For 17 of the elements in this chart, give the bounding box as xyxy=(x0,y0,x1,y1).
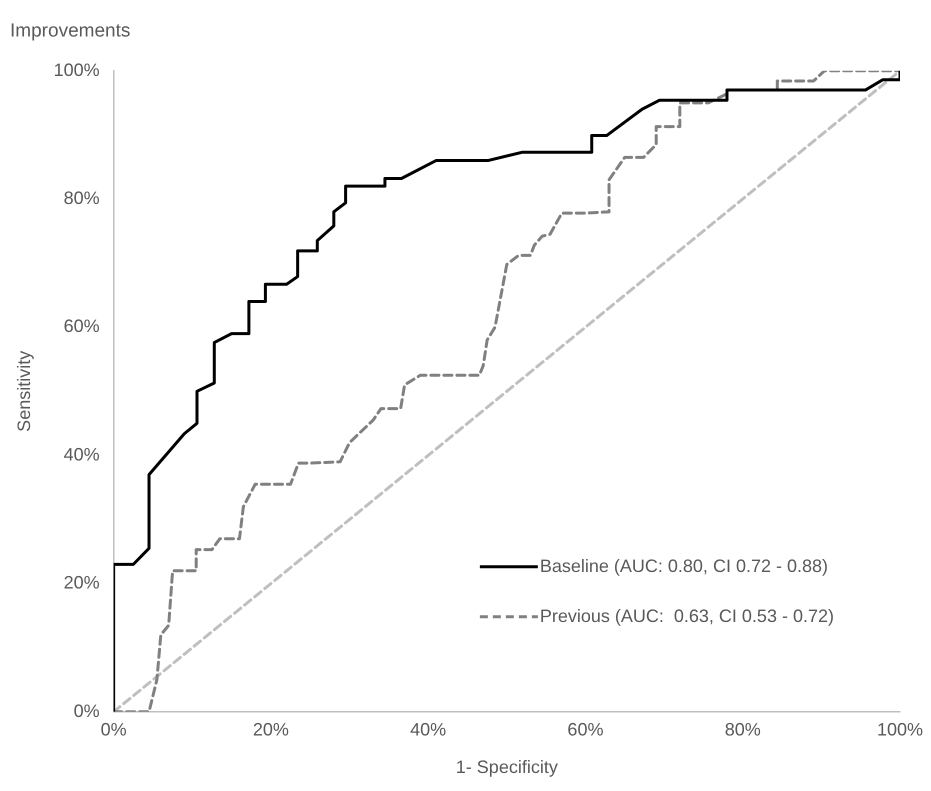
x-tick-label: 0% xyxy=(100,720,127,740)
x-axis-title: 1- Specificity xyxy=(456,757,558,778)
x-tick-label: 80% xyxy=(724,720,761,740)
y-tick-label: 100% xyxy=(54,60,100,80)
x-tick-label: 20% xyxy=(252,720,289,740)
y-tick-label: 60% xyxy=(64,316,100,336)
legend-label: Previous (AUC: 0.63, CI 0.53 - 0.72) xyxy=(540,606,834,626)
y-axis-title: Sensitivity xyxy=(14,350,34,432)
chart-title: Improvements xyxy=(10,20,130,42)
x-tick-label: 60% xyxy=(567,720,604,740)
legend-label: Baseline (AUC: 0.80, CI 0.72 - 0.88) xyxy=(540,556,828,576)
y-tick-label: 20% xyxy=(64,572,100,593)
y-tick-label: 40% xyxy=(64,444,100,464)
y-tick-label: 0% xyxy=(74,700,100,721)
x-tick-label: 40% xyxy=(410,720,446,740)
x-tick-label: 100% xyxy=(876,720,924,740)
y-tick-label: 80% xyxy=(64,188,100,208)
